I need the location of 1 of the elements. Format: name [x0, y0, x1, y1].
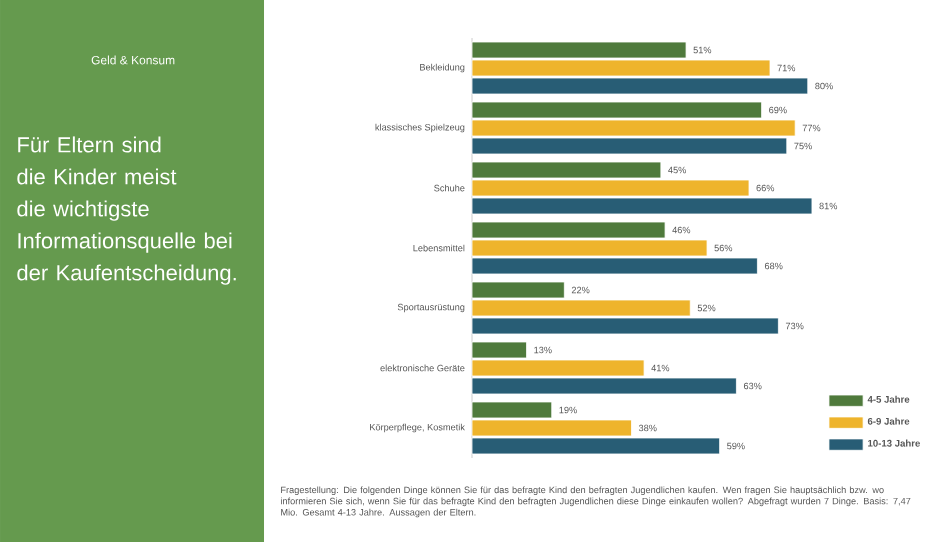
text: Für Eltern sind die Kinder meist die wichtigste Informationsquelle bei der Kaufentscheidung.	[17, 136, 236, 285]
